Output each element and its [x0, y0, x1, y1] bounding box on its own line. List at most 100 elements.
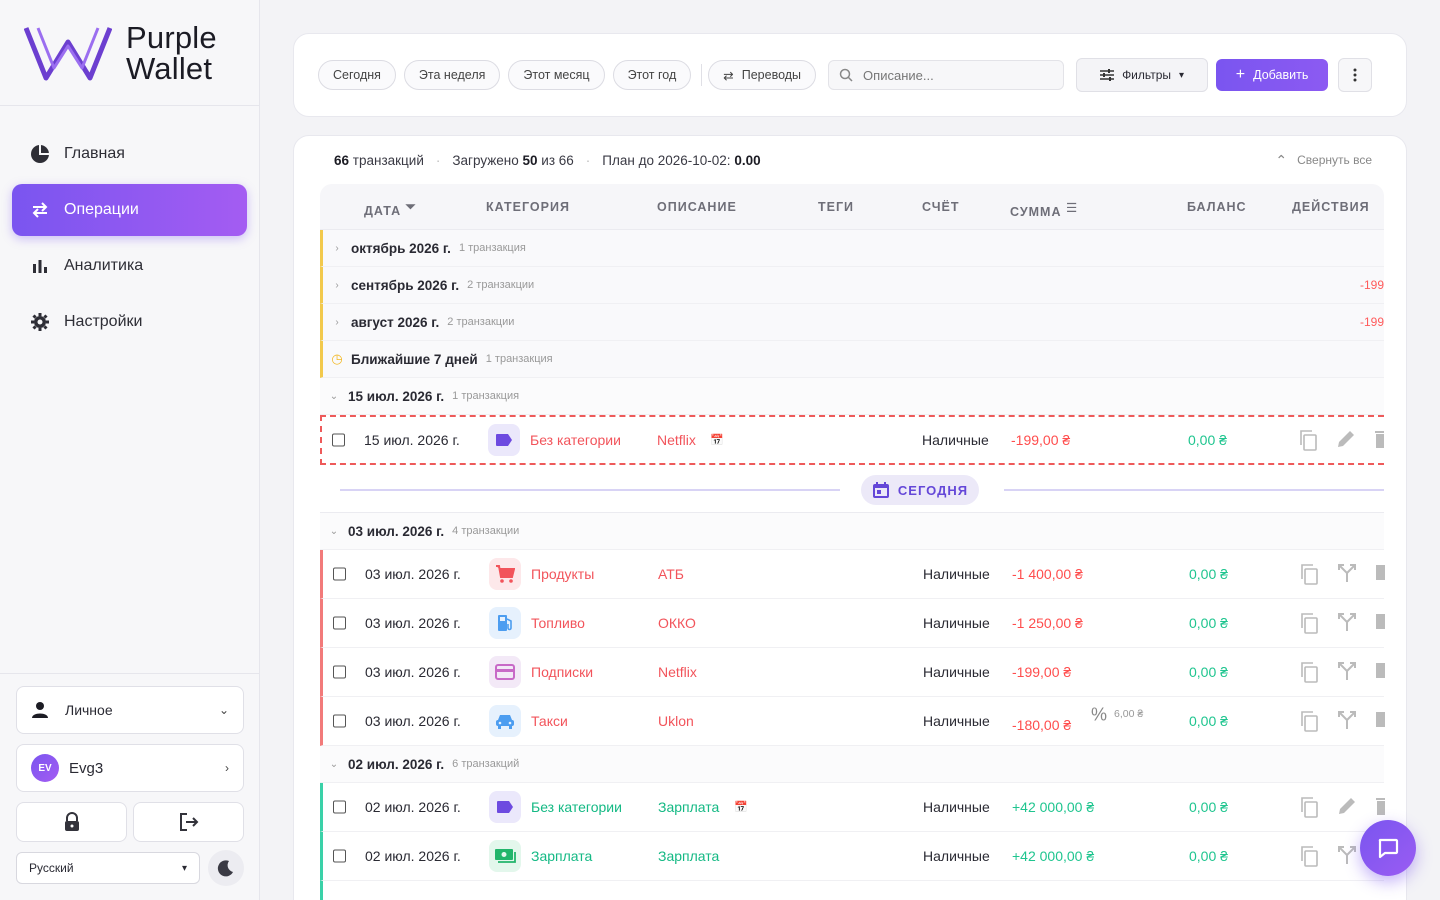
chevron-right-icon: › — [335, 242, 339, 254]
copy-icon[interactable] — [1299, 845, 1319, 867]
tag-icon — [488, 424, 520, 456]
row-description: ОККО — [658, 615, 696, 631]
lock-button[interactable] — [16, 802, 127, 842]
row-balance: 0,00 ₴ — [1189, 848, 1228, 864]
split-icon[interactable] — [1337, 563, 1357, 583]
chevron-up-icon: ⌃ — [1275, 151, 1288, 168]
row-category: Без категории — [531, 799, 622, 815]
group-row[interactable]: › октябрь 2026 г. 1 транзакция — [320, 230, 1384, 267]
row-category: Подписки — [531, 664, 594, 680]
profile-selector[interactable]: Личное ⌄ — [16, 686, 244, 734]
copy-icon[interactable] — [1299, 612, 1319, 634]
nav-label: Настройки — [64, 313, 143, 330]
filters-button[interactable]: Фильтры ▾ — [1076, 58, 1209, 92]
edit-icon[interactable] — [1336, 429, 1356, 449]
logo[interactable]: Purple Wallet — [0, 0, 259, 106]
copy-icon[interactable] — [1299, 796, 1319, 818]
theme-toggle[interactable] — [208, 850, 244, 886]
copy-icon[interactable] — [1298, 429, 1318, 451]
row-account: Наличные — [923, 566, 990, 582]
filters-label: Фильтры — [1122, 68, 1171, 82]
add-button[interactable]: + Добавить — [1216, 59, 1329, 91]
row-checkbox[interactable] — [333, 616, 346, 630]
credit-card-icon — [489, 656, 521, 688]
table-row[interactable]: 03 июл. 2026 г. Подписки Netflix Наличны… — [320, 648, 1385, 697]
split-icon[interactable] — [1337, 845, 1357, 865]
clock-icon: ◷ — [331, 351, 343, 366]
chevron-down-icon: ⌄ — [329, 758, 339, 770]
split-icon[interactable] — [1337, 710, 1357, 730]
user-menu[interactable]: EV Evg3 › — [16, 744, 244, 792]
tag-icon — [489, 791, 521, 823]
transactions-card: 66 транзакций · Загружено 50 из 66 · Пла… — [293, 135, 1407, 900]
file-icon[interactable] — [1375, 710, 1385, 728]
search-input[interactable]: Описание... — [828, 60, 1065, 90]
group-row[interactable]: ⌄ 02 июл. 2026 г. 6 транзакций — [320, 746, 1384, 783]
chip-year[interactable]: Этот год — [612, 60, 692, 90]
table-row[interactable]: 03 июл. 2026 г. Топливо ОККО Наличные -1… — [320, 599, 1385, 648]
copy-icon[interactable] — [1299, 563, 1319, 585]
row-balance: 0,00 ₴ — [1189, 664, 1228, 680]
table-row[interactable]: 02 июл. 2026 г. Без категории Зарплата 📅… — [320, 783, 1385, 832]
col-actions: ДЕЙСТВИЯ — [1292, 200, 1370, 214]
swap-icon — [30, 200, 50, 220]
row-checkbox[interactable] — [333, 849, 346, 863]
group-row[interactable]: › сентябрь 2026 г. 2 транзакции -199 — [320, 267, 1384, 304]
language-select[interactable]: Русский ▾ — [16, 852, 200, 884]
table-row-partial — [320, 881, 1384, 900]
split-icon[interactable] — [1337, 661, 1357, 681]
edit-icon[interactable] — [1337, 796, 1357, 816]
row-description: Uklon — [658, 713, 694, 729]
row-checkbox[interactable] — [333, 665, 346, 679]
chip-today[interactable]: Сегодня — [318, 60, 396, 90]
row-checkbox[interactable] — [332, 433, 345, 447]
group-row[interactable]: › август 2026 г. 2 транзакции -199 — [320, 304, 1384, 341]
row-account: Наличные — [923, 664, 990, 680]
taxi-icon — [489, 705, 521, 737]
chevron-down-icon: ⌄ — [329, 390, 339, 402]
group-row-upcoming[interactable]: ◷ Ближайшие 7 дней 1 транзакция — [320, 341, 1384, 378]
table-row[interactable]: 03 июл. 2026 г. Такси Uklon Наличные -18… — [320, 697, 1385, 746]
calendar-recurring-icon: 📅 — [710, 434, 724, 447]
row-checkbox[interactable] — [333, 714, 346, 728]
row-account: Наличные — [923, 799, 990, 815]
chip-month[interactable]: Этот месяц — [508, 60, 605, 90]
col-date[interactable]: ДАТА ⏷ — [364, 200, 417, 218]
col-amount[interactable]: СУММА ☰ — [1010, 201, 1079, 219]
file-icon[interactable] — [1375, 563, 1385, 581]
copy-icon[interactable] — [1299, 661, 1319, 683]
search-icon — [839, 68, 853, 82]
group-row[interactable]: ⌄ 03 июл. 2026 г. 4 транзакции — [320, 513, 1384, 550]
row-amount: +42 000,00 ₴ — [1012, 799, 1095, 815]
table-row-planned[interactable]: 15 июл. 2026 г. Без категории Netflix 📅 … — [320, 415, 1384, 465]
nav-item-settings[interactable]: Настройки — [12, 296, 247, 348]
copy-icon[interactable] — [1299, 710, 1319, 732]
nav-item-analytics[interactable]: Аналитика — [12, 240, 247, 292]
table-row[interactable]: 02 июл. 2026 г. Зарплата Зарплата Наличн… — [320, 832, 1384, 881]
transactions-table: ДАТА ⏷ КАТЕГОРИЯ ОПИСАНИЕ ТЕГИ СЧЁТ СУММ… — [320, 184, 1385, 900]
row-account: Наличные — [923, 713, 990, 729]
chevron-down-icon: ▾ — [181, 862, 187, 874]
table-row[interactable]: 03 июл. 2026 г. Продукты АТБ Наличные -1… — [320, 550, 1385, 599]
nav-item-operations[interactable]: Операции — [12, 184, 247, 236]
chip-week[interactable]: Эта неделя — [403, 60, 501, 90]
chat-button[interactable] — [1360, 820, 1416, 876]
row-description: Зарплата — [658, 799, 720, 815]
group-row[interactable]: ⌄ 15 июл. 2026 г. 1 транзакция — [320, 378, 1384, 415]
trash-icon[interactable] — [1375, 796, 1385, 816]
transfers-label: Переводы — [741, 68, 802, 82]
split-icon[interactable] — [1337, 612, 1357, 632]
transfers-toggle[interactable]: ⇄ Переводы — [708, 60, 817, 90]
col-tags: ТЕГИ — [818, 200, 855, 214]
file-icon[interactable] — [1375, 612, 1385, 630]
trash-icon[interactable] — [1374, 429, 1384, 449]
file-icon[interactable] — [1375, 661, 1385, 679]
logout-button[interactable] — [133, 802, 244, 842]
row-fee: 6,00 ₴ — [1114, 708, 1144, 720]
row-description: Зарплата — [658, 848, 720, 864]
row-checkbox[interactable] — [333, 800, 346, 814]
collapse-all-button[interactable]: ⌃ Свернуть все — [1275, 151, 1372, 168]
row-checkbox[interactable] — [333, 567, 346, 581]
more-menu-button[interactable] — [1338, 58, 1373, 92]
nav-item-home[interactable]: Главная — [12, 128, 247, 180]
